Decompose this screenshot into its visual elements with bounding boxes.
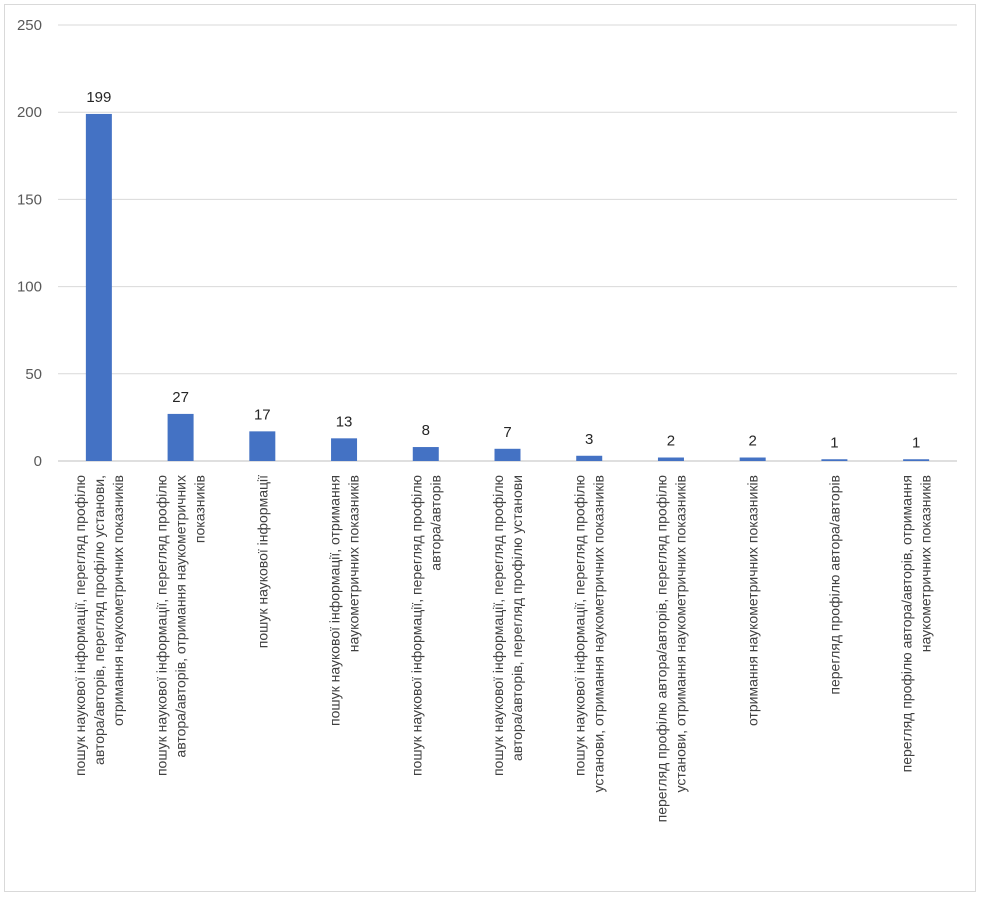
category-label-line: показників bbox=[192, 475, 208, 543]
y-tick-label: 250 bbox=[17, 17, 42, 34]
category-label: отримання наукометричних показників bbox=[745, 475, 761, 726]
category-label: пошук наукової інформації, перегляд проф… bbox=[72, 475, 126, 776]
category-label: перегляд профілю автора/авторів, перегля… bbox=[653, 475, 688, 822]
category-label-line: пошук наукової інформації, перегляд проф… bbox=[572, 475, 588, 776]
category-label-line: перегляд профілю автора/авторів bbox=[826, 475, 842, 695]
category-label-line: автора/авторів, перегляд профілю установ… bbox=[91, 475, 107, 765]
category-label: пошук наукової інформації, отримання наук… bbox=[327, 475, 362, 726]
bar bbox=[167, 413, 194, 461]
category-label: перегляд профілю автора/авторів, отриман… bbox=[899, 475, 934, 772]
category-label-line: наукометричних показників bbox=[346, 475, 362, 652]
category-label: пошук наукової інформації bbox=[254, 475, 270, 648]
y-tick-label: 150 bbox=[17, 191, 42, 208]
category-label-line: отримання наукометричних показників bbox=[745, 475, 761, 726]
category-label: пошук наукової інформації, перегляд проф… bbox=[408, 475, 443, 776]
category-label-line: пошук наукової інформації, перегляд проф… bbox=[408, 475, 424, 776]
data-label: 1 bbox=[830, 434, 838, 451]
category-label-line: перегляд профілю автора/авторів, отриман… bbox=[899, 475, 915, 772]
data-label: 1 bbox=[912, 434, 920, 451]
category-label: пошук наукової інформації, перегляд проф… bbox=[154, 475, 208, 776]
y-tick-label: 100 bbox=[17, 279, 42, 296]
bar bbox=[576, 455, 603, 461]
category-label: пошук наукової інформації, перегляд проф… bbox=[490, 475, 525, 776]
category-label-line: пошук наукової інформації bbox=[254, 475, 270, 648]
category-label-line: отримання наукометричних показників bbox=[110, 475, 126, 726]
chart-frame bbox=[4, 4, 976, 892]
data-label: 2 bbox=[667, 433, 675, 450]
category-label-line: автора/авторів, перегляд профілю установ… bbox=[509, 475, 525, 761]
data-label: 199 bbox=[86, 89, 111, 106]
y-tick-label: 50 bbox=[25, 366, 42, 383]
bar bbox=[249, 431, 276, 461]
data-label: 3 bbox=[585, 431, 593, 448]
category-label: перегляд профілю автора/авторів bbox=[826, 475, 842, 695]
data-label: 2 bbox=[749, 433, 757, 450]
category-label-line: пошук наукової інформації, перегляд проф… bbox=[154, 475, 170, 776]
y-tick-label: 200 bbox=[17, 104, 42, 121]
category-label-line: пошук наукової інформації, перегляд проф… bbox=[490, 475, 506, 776]
bar bbox=[331, 438, 358, 461]
category-label-line: установи, отримання наукометричних показ… bbox=[591, 475, 607, 792]
category-label-line: установи, отримання наукометричних показ… bbox=[672, 475, 688, 792]
category-label-line: пошук наукової інформації, перегляд проф… bbox=[72, 475, 88, 776]
data-label: 7 bbox=[503, 424, 511, 441]
bar bbox=[85, 113, 112, 461]
bar bbox=[739, 457, 766, 461]
data-label: 17 bbox=[254, 406, 271, 423]
data-label: 13 bbox=[336, 413, 353, 430]
category-label-line: наукометричних показників bbox=[918, 475, 934, 652]
bar bbox=[903, 459, 930, 461]
bar bbox=[657, 457, 684, 461]
category-label: пошук наукової інформації, перегляд проф… bbox=[572, 475, 607, 792]
data-label: 8 bbox=[422, 422, 430, 439]
y-tick-label: 0 bbox=[34, 453, 42, 470]
data-label: 27 bbox=[172, 389, 189, 406]
category-label-line: пошук наукової інформації, отримання bbox=[327, 475, 343, 726]
bar bbox=[412, 447, 439, 461]
bar bbox=[494, 448, 521, 461]
category-label-line: автора/авторів bbox=[427, 475, 443, 571]
category-label-line: автора/авторів, отримання наукометричних bbox=[173, 475, 189, 758]
category-label-line: перегляд профілю автора/авторів, перегля… bbox=[653, 475, 669, 822]
bar bbox=[821, 459, 848, 461]
